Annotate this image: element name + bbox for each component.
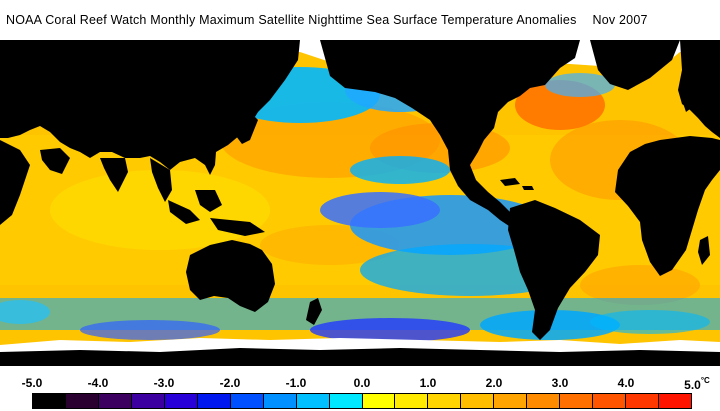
africa: [615, 136, 720, 276]
scale-swatch: [164, 394, 198, 408]
scale-swatch: [230, 394, 264, 408]
tick-label: -4.0: [87, 376, 109, 390]
tick-label: 5.0: [684, 378, 701, 392]
scale-swatch: [593, 394, 627, 408]
scale-swatch: [98, 394, 132, 408]
scale-swatch: [428, 394, 462, 408]
scale-swatch: [263, 394, 297, 408]
scale-swatch: [560, 394, 594, 408]
map-title: NOAA Coral Reef Watch Monthly Maximum Sa…: [6, 13, 648, 27]
tick-label: 0.0: [353, 376, 371, 390]
tick-label: 4.0: [617, 376, 635, 390]
tick-label: -1.0: [285, 376, 307, 390]
south-america: [508, 200, 600, 340]
scale-swatch: [329, 394, 363, 408]
scale-swatch: [65, 394, 99, 408]
land-masses: [0, 40, 720, 366]
scale-swatch: [494, 394, 528, 408]
scale-tick-labels: -5.0 -4.0 -3.0 -2.0 -1.0 0.0 1.0 2.0 3.0…: [0, 376, 720, 392]
color-scale-bar: [32, 393, 693, 409]
scale-swatch: [131, 394, 165, 408]
tick-label: -3.0: [153, 376, 175, 390]
north-america: [320, 40, 580, 228]
scale-swatch: [395, 394, 429, 408]
title-text: NOAA Coral Reef Watch Monthly Maximum Sa…: [6, 13, 577, 27]
sst-anomaly-map: [0, 40, 720, 366]
tick-label: -5.0: [21, 376, 43, 390]
scale-swatch: [527, 394, 561, 408]
australia: [186, 240, 275, 312]
tick-label: 1.0: [419, 376, 437, 390]
tick-label: 3.0: [551, 376, 569, 390]
scale-swatch: [461, 394, 495, 408]
tick-label-max: 5.0°C: [684, 376, 710, 392]
scale-swatch: [33, 394, 66, 408]
scale-swatch: [362, 394, 396, 408]
unit-label: °C: [700, 376, 710, 385]
scale-swatch: [626, 394, 660, 408]
tick-label: -2.0: [219, 376, 241, 390]
title-date: Nov 2007: [592, 13, 648, 27]
eurasia: [0, 40, 300, 175]
scale-swatch: [659, 394, 693, 408]
scale-swatch: [296, 394, 330, 408]
tick-label: 2.0: [485, 376, 503, 390]
scale-swatch: [197, 394, 231, 408]
